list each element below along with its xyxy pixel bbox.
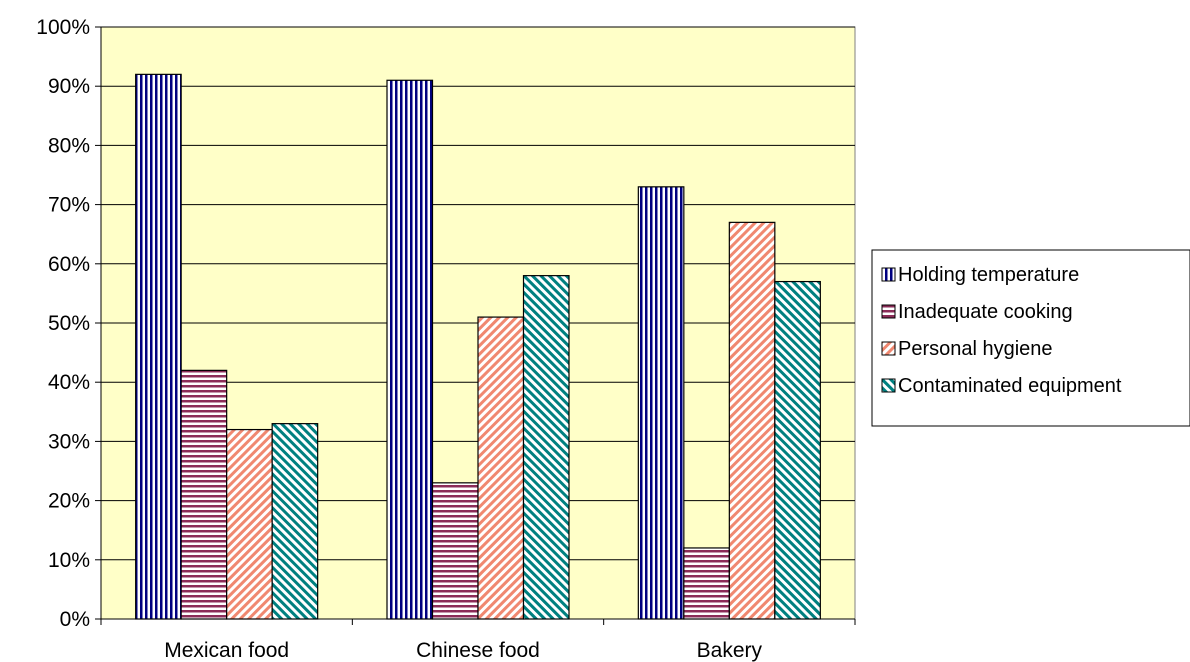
legend-label: Contaminated equipment [898, 375, 1122, 397]
y-tick-label: 70% [48, 194, 90, 217]
legend-box [871, 249, 1190, 427]
y-tick-label: 20% [48, 490, 90, 513]
legend: Holding temperature Inadequate cooking Per… [871, 249, 1190, 427]
legend-label: Holding temperature [898, 264, 1079, 286]
bar [386, 79, 434, 620]
bar [135, 73, 182, 620]
y-tick-label: 40% [48, 371, 90, 394]
y-tick-label: 10% [48, 549, 90, 572]
legend-label: Inadequate cooking [898, 301, 1073, 323]
bar [637, 186, 685, 620]
bar [226, 428, 273, 620]
legend-label: Personal hygiene [898, 338, 1053, 360]
x-tick-label: Mexican food [164, 639, 289, 662]
x-tick-label: Bakery [697, 639, 763, 662]
y-tick-label: 0% [60, 608, 90, 631]
y-tick-label: 50% [48, 312, 90, 335]
bar [522, 275, 570, 620]
bar [728, 221, 776, 620]
bar [477, 316, 525, 620]
bar [431, 482, 479, 620]
x-tick-label: Chinese food [416, 639, 540, 662]
legend-swatch [881, 378, 896, 393]
bar [180, 369, 228, 620]
legend-swatch [881, 267, 896, 282]
y-tick-label: 60% [48, 253, 90, 276]
bar [683, 547, 730, 620]
legend-swatch [881, 341, 896, 356]
x-axis-ticks: Mexican food Chinese food Bakery [100, 619, 856, 662]
y-tick-label: 90% [48, 75, 90, 98]
y-tick-label: 100% [36, 16, 90, 39]
y-tick-label: 80% [48, 134, 90, 157]
y-tick-label: 30% [48, 430, 90, 453]
legend-swatch [881, 304, 896, 319]
bar [271, 423, 319, 620]
bar [774, 280, 821, 620]
y-axis-ticks: 0% 10% 20% 30% 40% 50% 60% 70% 80% 90% 100% [36, 16, 101, 631]
